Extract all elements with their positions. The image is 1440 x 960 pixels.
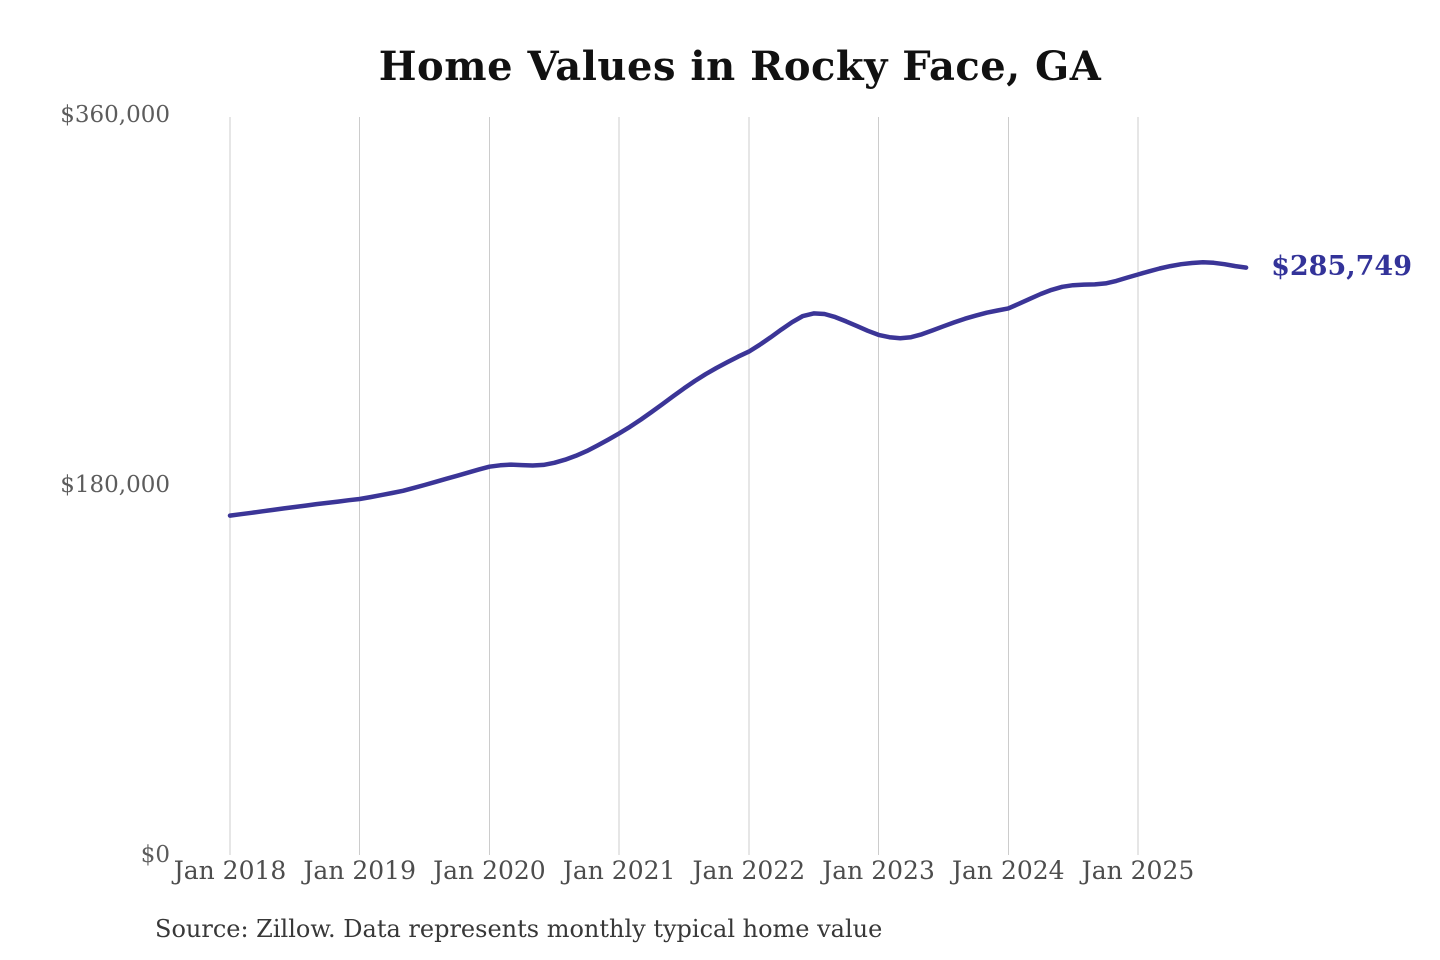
y-tick-label: $360,000 xyxy=(60,102,170,128)
x-tick-label: Jan 2019 xyxy=(303,856,416,885)
home-value-line xyxy=(227,259,1249,518)
x-axis-labels: Jan 2018 Jan 2019 Jan 2020 Jan 2021 Jan 2022… xyxy=(0,856,1440,892)
y-axis-labels: $0 $180,000 $360,000 xyxy=(0,0,170,960)
x-tick-label: Jan 2021 xyxy=(562,856,676,885)
y-tick-label: $180,000 xyxy=(60,472,170,498)
x-tick-label: Jan 2018 xyxy=(173,856,287,885)
x-tick-label: Jan 2022 xyxy=(692,856,806,885)
x-tick-label: Jan 2025 xyxy=(1081,856,1195,885)
y-tick-label: $0 xyxy=(140,842,170,868)
source-note: Source: Zillow. Data represents monthly … xyxy=(155,915,883,943)
x-tick-label: Jan 2024 xyxy=(951,856,1065,885)
latest-value-label: $285,749 xyxy=(1271,250,1412,282)
x-tick-label: Jan 2020 xyxy=(433,856,546,885)
chart-title: Home Values in Rocky Face, GA xyxy=(378,43,1102,90)
x-tick-label: Jan 2023 xyxy=(822,856,935,885)
